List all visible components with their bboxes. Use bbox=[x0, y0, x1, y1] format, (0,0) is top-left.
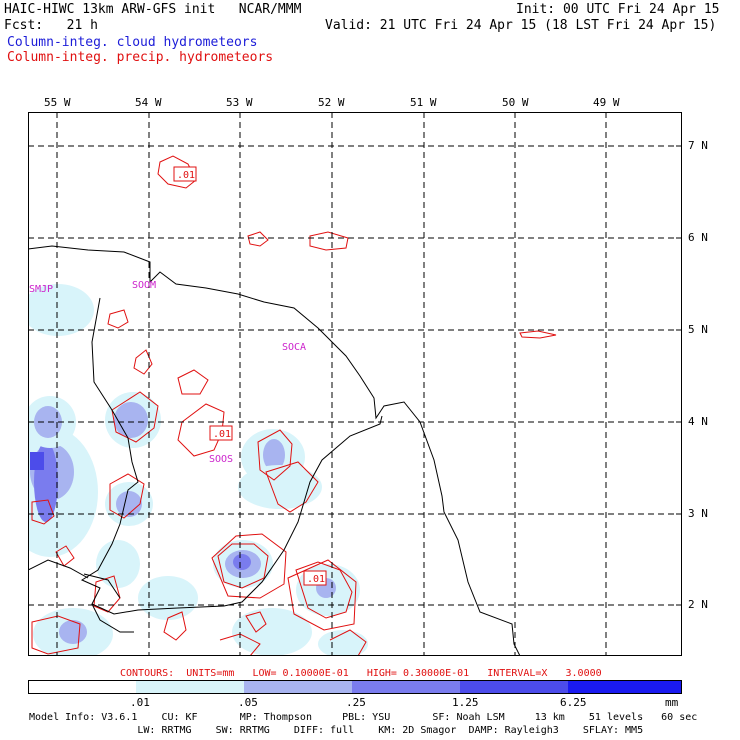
map-panel: .01 .01 .01 SMJP SOOM SOCA SOOS bbox=[28, 112, 682, 656]
field-cloud-label: Column-integ. cloud hydrometeors bbox=[7, 35, 258, 50]
map-border bbox=[28, 112, 682, 656]
contour-label: .01 bbox=[177, 170, 195, 181]
contour-label-box: .01 bbox=[209, 425, 233, 441]
model-title: HAIC-HIWC 13km ARW-GFS init NCAR/MMM bbox=[4, 2, 302, 17]
coastline bbox=[28, 245, 521, 656]
contour-label: .01 bbox=[213, 429, 231, 440]
colorbar-cell bbox=[244, 680, 352, 694]
model-info-line2: LW: RRTMG SW: RRTMG DIFF: full KM: 2D Sm… bbox=[29, 725, 644, 736]
station-label: SOCA bbox=[282, 342, 306, 353]
lon-label: 51 W bbox=[410, 96, 437, 109]
border-ticks bbox=[56, 112, 682, 606]
colorbar-cell bbox=[460, 680, 568, 694]
lon-label: 54 W bbox=[135, 96, 162, 109]
precip-contours bbox=[31, 155, 557, 656]
lon-label: 52 W bbox=[318, 96, 345, 109]
station-label: SMJP bbox=[29, 284, 53, 295]
lat-lon-grid bbox=[28, 112, 682, 656]
lon-label: 50 W bbox=[502, 96, 529, 109]
colorbar-cell bbox=[136, 680, 244, 694]
colorbar-tick: .25 bbox=[346, 696, 366, 709]
colorbar-tick: 6.25 bbox=[560, 696, 587, 709]
init-time: Init: 00 UTC Fri 24 Apr 15 bbox=[516, 2, 720, 17]
station-label: SOOM bbox=[132, 280, 156, 291]
station-label: SOOS bbox=[209, 454, 233, 465]
contour-label: .01 bbox=[307, 574, 325, 585]
contours-info: CONTOURS: UNITS=mm LOW= 0.10000E-01 HIGH… bbox=[120, 668, 602, 679]
lat-label: 2 N bbox=[688, 598, 708, 611]
colorbar bbox=[28, 680, 682, 694]
forecast-hour: Fcst: 21 h bbox=[4, 18, 98, 33]
lat-label: 3 N bbox=[688, 507, 708, 520]
valid-time: Valid: 21 UTC Fri 24 Apr 15 (18 LST Fri … bbox=[325, 18, 717, 33]
lat-label: 7 N bbox=[688, 139, 708, 152]
model-info-line1: Model Info: V3.6.1 CU: KF MP: Thompson P… bbox=[29, 712, 698, 723]
lat-label: 5 N bbox=[688, 323, 708, 336]
lat-label: 6 N bbox=[688, 231, 708, 244]
lat-label: 4 N bbox=[688, 415, 708, 428]
colorbar-unit: mm bbox=[665, 696, 679, 709]
colorbar-tick: .05 bbox=[238, 696, 258, 709]
contour-label-box: .01 bbox=[303, 570, 327, 586]
field-precip-label: Column-integ. precip. hydrometeors bbox=[7, 50, 274, 65]
colorbar-tick: .01 bbox=[130, 696, 150, 709]
colorbar-cell bbox=[28, 680, 136, 694]
lon-label: 55 W bbox=[44, 96, 71, 109]
contour-label-box: .01 bbox=[173, 166, 197, 182]
colorbar-cell bbox=[352, 680, 460, 694]
lon-label: 53 W bbox=[226, 96, 253, 109]
colorbar-cell bbox=[568, 680, 682, 694]
lon-label: 49 W bbox=[593, 96, 620, 109]
colorbar-tick: 1.25 bbox=[452, 696, 479, 709]
